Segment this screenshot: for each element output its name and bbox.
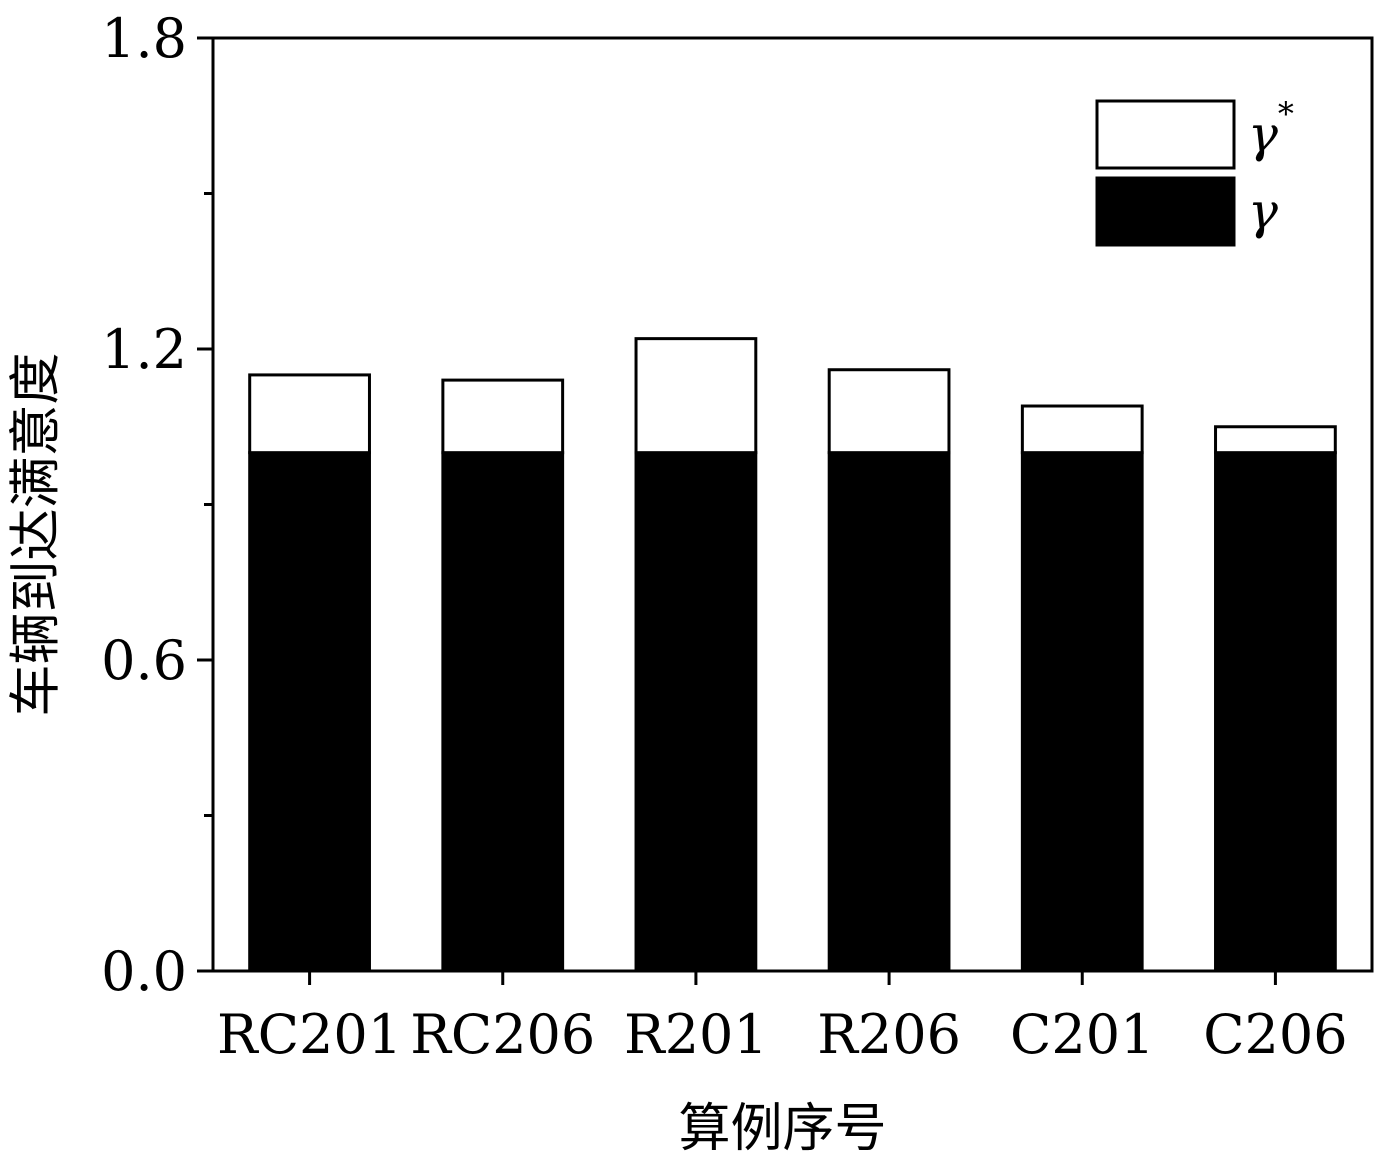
legend-swatch (1095, 99, 1236, 170)
y-tick-label: 0.6 (101, 629, 187, 692)
bar-rc206-series-0 (441, 451, 565, 973)
bar-c201-series-0 (1020, 451, 1144, 973)
x-tick-label: RC201 (217, 1003, 402, 1066)
x-tick-label: RC206 (410, 1003, 595, 1066)
legend: γ* γ (1095, 95, 1294, 247)
bar-c201-series-1 (1020, 404, 1144, 455)
y-axis-title: 车辆到达满意度 (7, 352, 67, 716)
bar-r201-series-1 (634, 337, 758, 455)
bar-r201-series-0 (634, 451, 758, 973)
bar-r206-series-1 (827, 368, 951, 455)
x-axis: RC201 RC206 R201 R206 C201 C206 (217, 971, 1348, 1066)
bar-c206-series-1 (1214, 425, 1337, 455)
bars-group (248, 337, 1337, 973)
x-axis-title: 算例序号 (678, 1099, 886, 1159)
y-tick-label: 0.0 (101, 940, 187, 1003)
legend-label: γ* (1248, 95, 1294, 163)
bar-rc201-series-0 (248, 451, 371, 973)
bar-c206-series-0 (1214, 451, 1337, 973)
legend-label: γ (1248, 182, 1278, 240)
y-tick-label: 1.2 (101, 318, 187, 381)
y-tick-label: 1.8 (101, 7, 187, 70)
bar-rc206-series-1 (441, 378, 565, 455)
x-tick-label: R206 (817, 1003, 961, 1066)
bar-rc201-series-1 (248, 373, 371, 455)
bar-r206-series-0 (827, 451, 951, 973)
y-axis: 0.0 0.6 1.2 1.8 (101, 7, 213, 1003)
x-tick-label: R201 (624, 1003, 768, 1066)
x-tick-label: C201 (1010, 1003, 1154, 1066)
legend-swatch (1095, 176, 1236, 247)
x-tick-label: C206 (1203, 1003, 1347, 1066)
